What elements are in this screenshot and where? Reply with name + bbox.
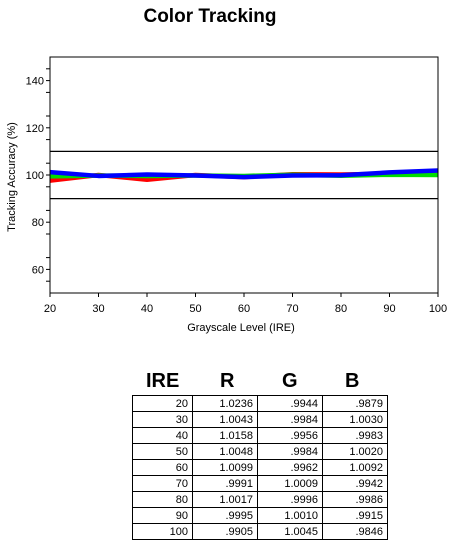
- table-cell: 80: [132, 491, 193, 508]
- table-cell: .9942: [322, 475, 388, 492]
- table-cell: .9984: [257, 411, 323, 428]
- table-header-b: B: [345, 370, 360, 392]
- table-cell: .9983: [322, 427, 388, 444]
- table-cell: 1.0092: [322, 459, 388, 476]
- table-cell: 1.0017: [192, 491, 258, 508]
- table-cell: .9962: [257, 459, 323, 476]
- y-tick-label: 140: [26, 76, 44, 88]
- x-axis-label: Grayscale Level (IRE): [187, 322, 295, 334]
- table-cell: 1.0099: [192, 459, 258, 476]
- table-cell: 1.0009: [257, 475, 323, 492]
- x-tick-label: 60: [238, 303, 250, 315]
- x-tick-label: 100: [429, 303, 447, 315]
- table-cell: 60: [132, 459, 193, 476]
- line-chart: 20 30 40 50 60 70 80 90 100 60 80 100 120 140 Graysc…: [6, 56, 447, 334]
- table-cell: .9986: [322, 491, 388, 508]
- table-cell: 100: [132, 523, 193, 540]
- table-cell: 40: [132, 427, 193, 444]
- table-row: 90.9995 1.0010.9915: [132, 507, 388, 524]
- table-cell: .9846: [322, 523, 388, 540]
- table-cell: .9995: [192, 507, 258, 524]
- table-cell: 1.0043: [192, 411, 258, 428]
- y-tick-label: 120: [26, 123, 44, 135]
- table-cell: .9991: [192, 475, 258, 492]
- table-header-r: R: [220, 370, 235, 392]
- table-cell: 1.0030: [322, 411, 388, 428]
- table-cell: .9915: [322, 507, 388, 524]
- table-row: 50 1.0048.9984 1.0020: [132, 443, 388, 460]
- x-axis-ticks: 20 30 40 50 60 70 80 90 100: [44, 293, 447, 315]
- y-axis-label: Tracking Accuracy (%): [6, 122, 18, 232]
- y-tick-label: 60: [32, 264, 44, 276]
- table-row: 40 1.0158.9956.9983: [132, 427, 388, 444]
- table-cell: 50: [132, 443, 193, 460]
- table-cell: 1.0020: [322, 443, 388, 460]
- table-cell: .9996: [257, 491, 323, 508]
- table-cell: 1.0158: [192, 427, 258, 444]
- table-cell: 90: [132, 507, 193, 524]
- tracking-table: 20 1.0236.9944.9879 30 1.0043.9984 1.0030 40 1…: [132, 395, 388, 540]
- series-layer: [49, 168, 439, 183]
- table-row: 70.9991 1.0009.9942: [132, 475, 388, 492]
- table-cell: 20: [132, 395, 193, 412]
- x-tick-label: 30: [92, 303, 104, 315]
- x-tick-label: 90: [383, 303, 395, 315]
- table-cell: 1.0045: [257, 523, 323, 540]
- table-cell: 70: [132, 475, 193, 492]
- x-tick-label: 70: [286, 303, 298, 315]
- table-header-ire: IRE: [146, 370, 180, 392]
- table-cell: .9984: [257, 443, 323, 460]
- table-cell: .9879: [322, 395, 388, 412]
- y-axis-ticks: 60 80 100 120 140: [26, 68, 50, 282]
- table-cell: 1.0048: [192, 443, 258, 460]
- x-tick-label: 20: [44, 303, 56, 315]
- table-cell: .9905: [192, 523, 258, 540]
- table-row: 30 1.0043.9984 1.0030: [132, 411, 388, 428]
- table-header-g: G: [282, 370, 298, 392]
- table-row: 80 1.0017.9996.9986: [132, 491, 388, 508]
- x-tick-label: 80: [335, 303, 347, 315]
- x-tick-label: 50: [189, 303, 201, 315]
- series-line-3: [49, 168, 439, 180]
- table-cell: 30: [132, 411, 193, 428]
- table-cell: 1.0010: [257, 507, 323, 524]
- table-row: 20 1.0236.9944.9879: [132, 395, 388, 412]
- x-tick-label: 40: [141, 303, 153, 315]
- chart-title: Color Tracking: [143, 6, 277, 27]
- y-tick-label: 80: [32, 217, 44, 229]
- table-cell: 1.0236: [192, 395, 258, 412]
- table-row: 60 1.0099.9962 1.0092: [132, 459, 388, 476]
- table-cell: .9956: [257, 427, 323, 444]
- table-row: 100.9905 1.0045.9846: [132, 523, 388, 540]
- reference-lines: [50, 150, 438, 200]
- y-tick-label: 100: [26, 170, 44, 182]
- table-cell: .9944: [257, 395, 323, 412]
